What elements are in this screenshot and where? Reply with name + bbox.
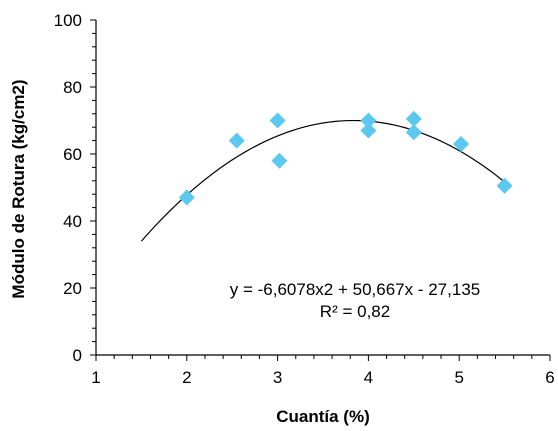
data-point [405,124,422,141]
axes [95,20,550,356]
x-tick-label: 1 [91,368,100,387]
x-tick-label: 2 [182,368,191,387]
y-tick-marks [90,19,96,356]
y-tick-label: 0 [73,346,82,365]
equation-label: y = -6,6078x2 + 50,667x - 27,135 [230,280,480,299]
x-tick-label: 5 [454,368,463,387]
y-tick-label: 20 [63,279,82,298]
x-tick-labels: 1 2 3 4 5 6 [91,368,554,387]
data-point [360,122,377,139]
trendline-curve [140,119,505,242]
x-axis-title: Cuantía (%) [276,407,370,426]
data-point [228,132,245,149]
data-point [269,112,286,129]
data-point [496,177,513,194]
y-axis-title: Módulo de Rotura (kg/cm2) [9,79,28,298]
data-point [405,110,422,127]
data-points [178,110,513,206]
y-tick-labels: 0 20 40 60 80 100 [54,11,82,365]
x-tick-marks [95,355,551,361]
r-squared-label: R² = 0,82 [320,302,390,321]
y-tick-label: 60 [63,145,82,164]
data-point [453,135,470,152]
y-tick-label: 40 [63,212,82,231]
x-tick-label: 3 [273,368,282,387]
x-tick-label: 4 [364,368,373,387]
data-point [178,189,195,206]
y-tick-label: 80 [63,78,82,97]
data-point [360,112,377,129]
x-tick-label: 6 [545,368,554,387]
y-tick-label: 100 [54,11,82,30]
data-point [271,152,288,169]
